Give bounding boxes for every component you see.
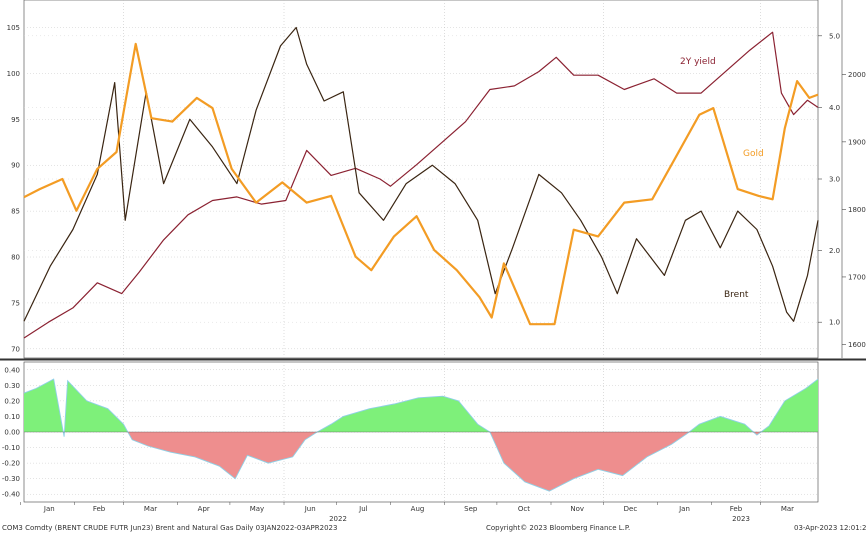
x-year-label: 2022 xyxy=(329,515,347,523)
bottom-tick-label: 0.00 xyxy=(4,429,20,437)
bottom-tick-label: -0.20 xyxy=(2,460,20,468)
correlation-line xyxy=(23,378,819,492)
yield-tick-label: 4.0 xyxy=(829,104,840,112)
bottom-tick-label: 0.30 xyxy=(4,382,20,390)
x-tick-label: Feb xyxy=(730,505,743,513)
bottom-tick-label: 0.10 xyxy=(4,413,20,421)
series-brent-line xyxy=(23,26,819,322)
x-axis: Jan Feb Mar Apr May Jun Jul Aug Sep Oct Nov Dec Jan F… xyxy=(20,502,794,523)
x-tick-label: Oct xyxy=(518,505,530,513)
x-tick-label: Feb xyxy=(93,505,106,513)
x-tick-label: Jan xyxy=(43,505,55,513)
left-tick-label: 90 xyxy=(11,162,20,170)
right-axis-gold: 1600 1700 1800 1900 2000 xyxy=(842,71,866,349)
negative-correlation-area xyxy=(24,432,818,492)
yield-tick-label: 5.0 xyxy=(829,32,840,40)
bottom-tick-label: -0.30 xyxy=(2,475,20,483)
x-tick-label: Jun xyxy=(304,505,316,513)
x-tick-label: May xyxy=(250,505,264,513)
left-tick-label: 85 xyxy=(11,208,20,216)
annotation-2y-yield: 2Y yield xyxy=(680,57,716,67)
yield-tick-label: 3.0 xyxy=(829,176,840,184)
gold-tick-label: 2000 xyxy=(848,71,866,79)
x-tick-label: Dec xyxy=(624,505,638,513)
bottom-tick-label: 0.20 xyxy=(4,397,20,405)
left-tick-label: 95 xyxy=(11,116,20,124)
left-tick-label: 80 xyxy=(11,254,20,262)
x-tick-label: Mar xyxy=(144,505,157,513)
x-tick-label: Mar xyxy=(781,505,794,513)
gold-tick-label: 1700 xyxy=(848,273,866,281)
yield-tick-label: 2.0 xyxy=(829,247,840,255)
left-tick-label: 100 xyxy=(7,70,20,78)
gold-tick-label: 1800 xyxy=(848,206,866,214)
series-2y-yield-line xyxy=(23,31,819,339)
left-tick-label: 70 xyxy=(11,345,20,353)
x-tick-label: Apr xyxy=(198,505,210,513)
positive-correlation-area xyxy=(24,379,818,432)
x-tick-label: Sep xyxy=(464,505,478,513)
yield-tick-label: 1.0 xyxy=(829,319,840,327)
x-tick-label: Jan xyxy=(678,505,690,513)
bottom-tick-label: -0.10 xyxy=(2,444,20,452)
top-panel-frame xyxy=(23,0,819,359)
left-tick-label: 75 xyxy=(11,299,20,307)
series-gold-line xyxy=(23,42,819,326)
x-tick-label: Nov xyxy=(570,505,584,513)
annotation-gold: Gold xyxy=(743,149,764,159)
right-axis-yield: 1.0 2.0 3.0 4.0 5.0 xyxy=(24,32,840,327)
annotation-brent: Brent xyxy=(724,290,749,300)
gold-tick-label: 1900 xyxy=(848,138,866,146)
x-year-label: 2023 xyxy=(732,515,750,523)
bottom-tick-label: -0.40 xyxy=(2,491,20,499)
left-tick-label: 105 xyxy=(7,24,20,32)
gold-tick-label: 1600 xyxy=(848,341,866,349)
x-tick-label: Aug xyxy=(411,505,425,513)
bottom-tick-label: 0.40 xyxy=(4,366,20,374)
x-tick-label: Jul xyxy=(358,505,368,513)
